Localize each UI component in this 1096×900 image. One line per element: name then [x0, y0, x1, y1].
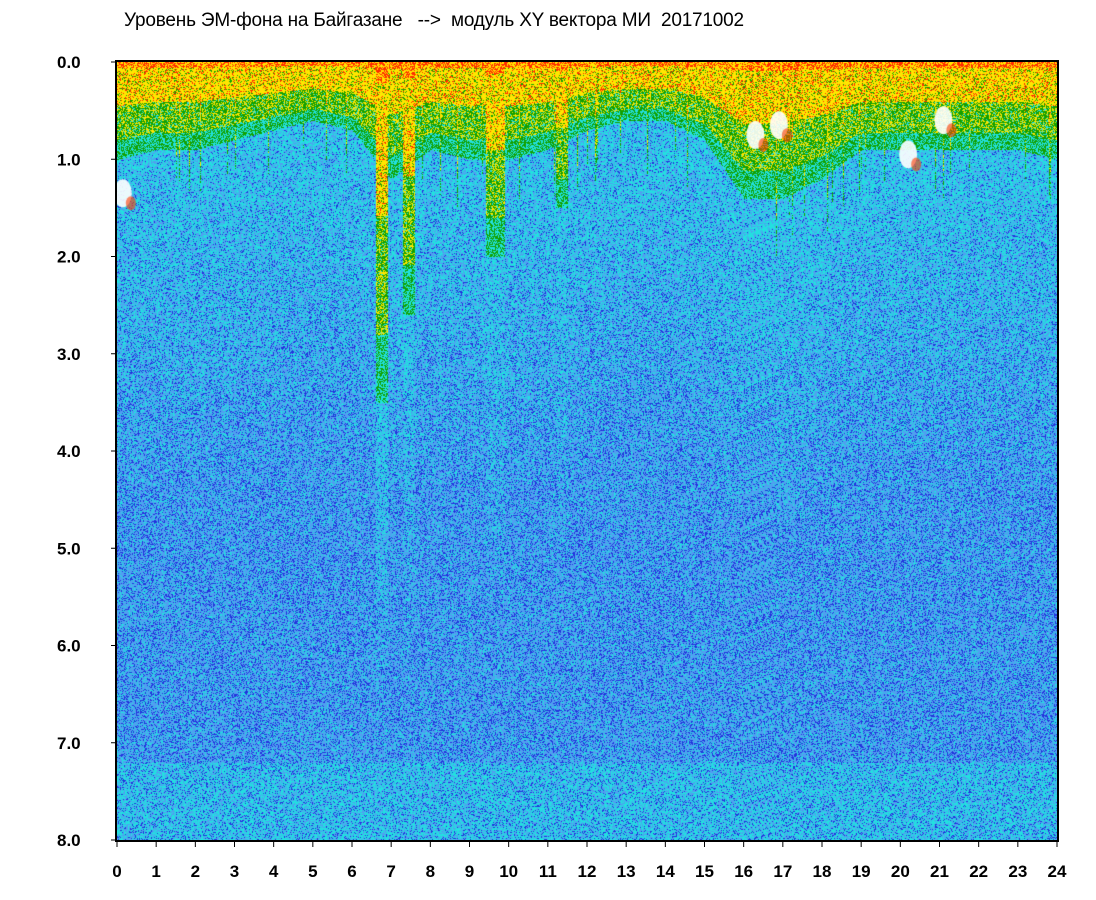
x-tick-label: 19 — [852, 862, 871, 881]
y-tick-label: 1.0 — [57, 150, 81, 169]
x-tick-label: 14 — [656, 862, 675, 881]
y-tick-label: 3.0 — [57, 345, 81, 364]
x-tick-label: 1 — [151, 862, 160, 881]
x-tick-label: 4 — [269, 862, 279, 881]
y-tick-label: 0.0 — [57, 53, 81, 72]
plot-frame — [115, 60, 1059, 842]
x-tick-label: 12 — [578, 862, 597, 881]
y-tick-label: 2.0 — [57, 248, 81, 267]
x-tick-label: 21 — [930, 862, 949, 881]
x-axis-ticks: 0 1 2 3 4 5 6 7 8 9 10 11 12 13 14 15 16 17 18 19 20 21 22 23 24 — [112, 840, 1067, 881]
x-tick-label: 0 — [112, 862, 121, 881]
x-tick-label: 3 — [230, 862, 239, 881]
x-tick-label: 2 — [191, 862, 200, 881]
x-tick-label: 17 — [773, 862, 792, 881]
heatmap-plot — [117, 62, 1057, 840]
x-tick-label: 18 — [813, 862, 832, 881]
x-tick-label: 15 — [695, 862, 714, 881]
y-tick-label: 7.0 — [57, 734, 81, 753]
x-tick-label: 24 — [1048, 862, 1067, 881]
y-tick-label: 8.0 — [57, 831, 81, 850]
x-tick-label: 11 — [539, 862, 557, 881]
y-tick-label: 5.0 — [57, 539, 81, 558]
y-tick-label: 6.0 — [57, 637, 81, 656]
x-tick-label: 5 — [308, 862, 317, 881]
x-tick-label: 7 — [386, 862, 395, 881]
chart-title: Уровень ЭМ-фона на Байгазане --> модуль … — [124, 10, 744, 31]
x-tick-label: 10 — [499, 862, 518, 881]
x-tick-label: 13 — [617, 862, 636, 881]
y-tick-label: 4.0 — [57, 442, 81, 461]
x-tick-label: 6 — [347, 862, 356, 881]
x-tick-label: 16 — [734, 862, 753, 881]
x-tick-label: 22 — [969, 862, 988, 881]
x-tick-label: 8 — [426, 862, 435, 881]
x-tick-label: 20 — [891, 862, 910, 881]
x-tick-label: 23 — [1008, 862, 1027, 881]
x-tick-label: 9 — [465, 862, 474, 881]
y-axis-ticks: 0.0 1.0 2.0 3.0 4.0 5.0 6.0 7.0 8.0 — [57, 53, 117, 850]
